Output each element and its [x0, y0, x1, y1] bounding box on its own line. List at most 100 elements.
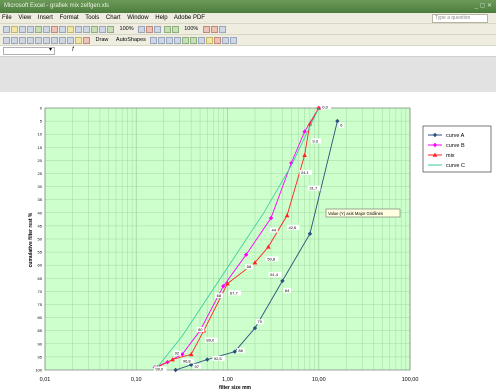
- help-icon[interactable]: [138, 26, 146, 33]
- save-icon[interactable]: [19, 26, 26, 33]
- menu-item-view[interactable]: View: [18, 15, 32, 21]
- series-layer: [152, 105, 340, 373]
- pdf-mail-icon[interactable]: [210, 26, 218, 33]
- series-line[interactable]: [154, 107, 320, 368]
- chart-type-icon[interactable]: [163, 26, 171, 33]
- zoom-select-2[interactable]: 100%: [184, 26, 199, 32]
- data-point[interactable]: [188, 362, 194, 367]
- major-gridlines[interactable]: [44, 107, 411, 371]
- chart-legend[interactable]: curve A curve B mix curve C: [422, 125, 492, 173]
- align-center-icon[interactable]: [11, 37, 18, 44]
- data-point[interactable]: [243, 252, 249, 257]
- fx-icon[interactable]: 𝑓: [72, 47, 74, 53]
- data-point[interactable]: [289, 160, 294, 166]
- menu-item-chart[interactable]: Chart: [105, 15, 121, 21]
- window-title: Microsoft Excel - grafiek mix zelfgen.xl…: [4, 3, 110, 9]
- data-point[interactable]: [432, 152, 438, 157]
- fill-color-icon[interactable]: [75, 37, 82, 44]
- sort-icon[interactable]: [99, 26, 106, 33]
- comma-icon[interactable]: [51, 37, 58, 44]
- font-color-icon[interactable]: [146, 26, 154, 33]
- fill-icon[interactable]: [206, 37, 214, 44]
- paste-icon[interactable]: [67, 26, 74, 33]
- name-box[interactable]: [3, 46, 55, 55]
- series-line[interactable]: [156, 107, 320, 368]
- sum-icon[interactable]: [91, 26, 98, 33]
- data-label-bg: [181, 358, 194, 364]
- data-point[interactable]: [307, 231, 313, 236]
- menu-item-window[interactable]: Window: [127, 15, 149, 21]
- data-point[interactable]: [232, 349, 237, 354]
- window-controls[interactable]: _ ▢ ✕: [474, 3, 492, 9]
- menu-item-file[interactable]: File: [2, 15, 12, 21]
- data-label: 92: [175, 351, 180, 356]
- new-icon[interactable]: [3, 26, 10, 33]
- percent-icon[interactable]: [43, 37, 50, 44]
- menu-item-insert[interactable]: Insert: [37, 15, 53, 21]
- redo-icon[interactable]: [83, 26, 90, 33]
- rectangle-icon[interactable]: [166, 37, 174, 44]
- data-point[interactable]: [316, 105, 322, 110]
- draw-menu-button[interactable]: Draw: [95, 37, 109, 43]
- menu-item-help[interactable]: Help: [155, 15, 168, 21]
- y-tick-label: 55: [38, 250, 43, 255]
- merge-icon[interactable]: [27, 37, 34, 44]
- copy-icon[interactable]: [59, 26, 66, 33]
- format-icon[interactable]: [218, 26, 226, 33]
- spelling-icon[interactable]: [43, 26, 50, 33]
- data-point[interactable]: [335, 118, 340, 124]
- data-point[interactable]: [280, 278, 285, 284]
- help-search-input[interactable]: Type a question: [432, 14, 488, 23]
- chart-wizard-icon[interactable]: [107, 26, 114, 33]
- wordart-icon[interactable]: [190, 37, 198, 44]
- line-icon[interactable]: [150, 37, 158, 44]
- align-right-icon[interactable]: [19, 37, 26, 44]
- data-point[interactable]: [205, 357, 210, 362]
- menu-item-tools[interactable]: Tools: [85, 15, 100, 21]
- data-point[interactable]: [284, 213, 290, 218]
- zoom-select[interactable]: 100%: [119, 26, 134, 32]
- text-color-icon[interactable]: [83, 37, 90, 44]
- align-left-icon[interactable]: [3, 37, 10, 44]
- textbox-icon[interactable]: [182, 37, 190, 44]
- menu-item-format[interactable]: Format: [59, 15, 79, 21]
- borders-icon[interactable]: [67, 37, 74, 44]
- data-point[interactable]: [268, 215, 274, 221]
- data-point[interactable]: [252, 260, 258, 265]
- oval-icon[interactable]: [174, 37, 182, 44]
- legend-entry[interactable]: curve C: [428, 163, 465, 169]
- menu-bar: File View Insert Format Tools Chart Wind…: [0, 13, 496, 24]
- menu-item-adobe-pdf[interactable]: Adobe PDF: [173, 15, 205, 21]
- preview-icon[interactable]: [35, 26, 42, 33]
- arrow-icon[interactable]: [158, 37, 166, 44]
- data-label: 61,4: [270, 272, 279, 277]
- currency-icon[interactable]: [35, 37, 42, 44]
- line-color-icon[interactable]: [214, 37, 222, 44]
- data-point[interactable]: [302, 129, 307, 134]
- grading-chart[interactable]: 0,0 6 9,3 24,1 31,7 42,6 44 50,8 58 61,4 64 68 67,7 7…: [0, 92, 496, 392]
- data-point[interactable]: [252, 325, 258, 331]
- cut-icon[interactable]: [51, 26, 58, 33]
- legend-icon[interactable]: [171, 26, 179, 33]
- data-point[interactable]: [188, 351, 194, 357]
- data-point[interactable]: [221, 283, 226, 289]
- legend-entry[interactable]: mix: [428, 152, 455, 159]
- clipart-icon[interactable]: [198, 37, 206, 44]
- data-point[interactable]: [266, 244, 271, 249]
- open-icon[interactable]: [11, 26, 18, 33]
- pdf-icon[interactable]: [202, 26, 210, 33]
- indent-icon[interactable]: [59, 37, 66, 44]
- shadow-icon[interactable]: [230, 37, 238, 44]
- undo-icon[interactable]: [75, 26, 82, 33]
- data-label-bg: [196, 327, 205, 333]
- bold-icon[interactable]: [154, 26, 162, 33]
- data-point[interactable]: [302, 152, 307, 157]
- data-point[interactable]: [170, 357, 175, 362]
- print-icon[interactable]: [27, 26, 34, 33]
- font-color-2-icon[interactable]: [222, 37, 230, 44]
- autoshapes-menu-button[interactable]: AutoShapes: [115, 37, 146, 43]
- data-point[interactable]: [225, 281, 230, 286]
- data-point[interactable]: [180, 352, 185, 357]
- series-curve-c[interactable]: [156, 107, 320, 368]
- data-point[interactable]: [173, 367, 178, 373]
